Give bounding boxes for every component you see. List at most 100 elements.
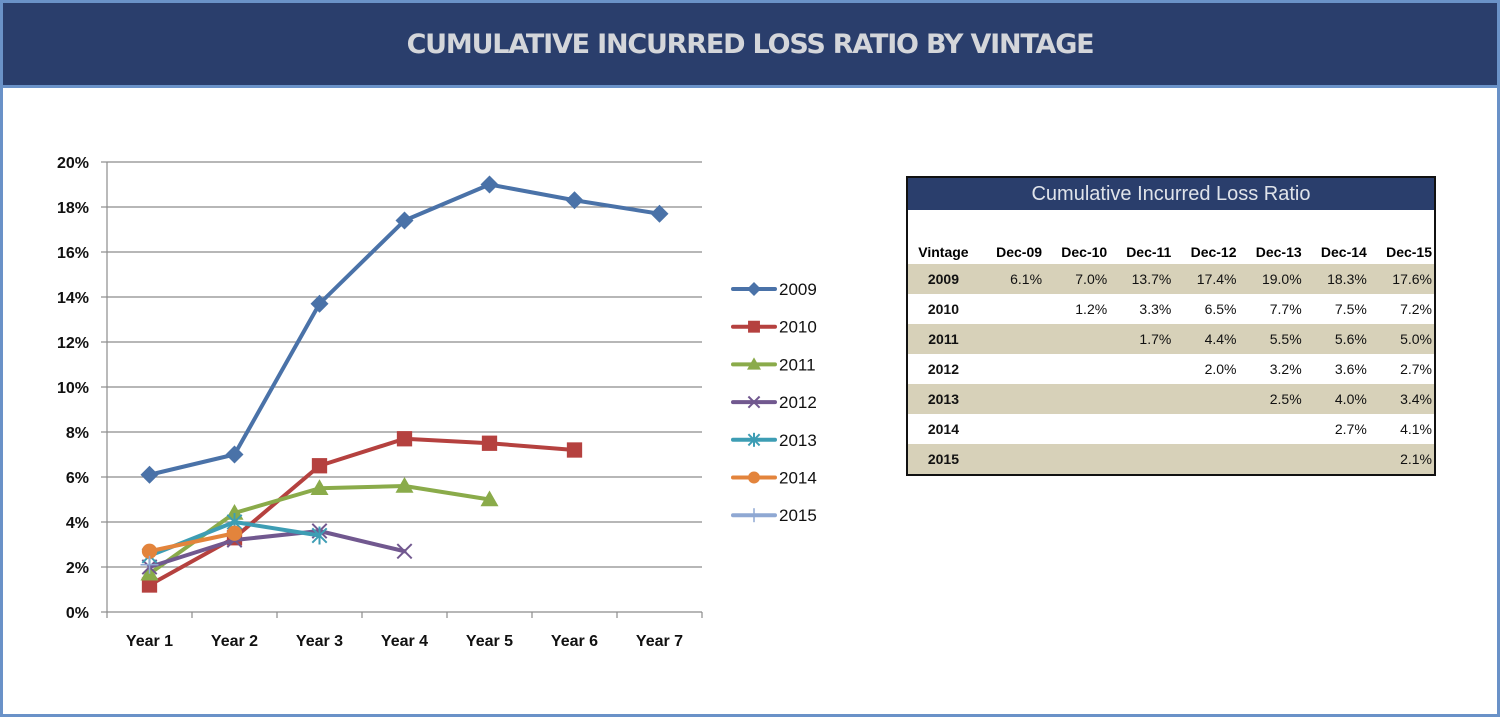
data-point-diamond bbox=[140, 465, 159, 484]
legend-marker-diamond-icon bbox=[747, 282, 761, 296]
value-cell: 2.7% bbox=[1400, 361, 1432, 377]
value-cell: 3.2% bbox=[1269, 361, 1302, 377]
x-tick-label: Year 1 bbox=[126, 633, 173, 650]
value-cell: 5.6% bbox=[1303, 324, 1369, 354]
x-tick-label: Year 5 bbox=[466, 633, 513, 650]
y-tick-label: 10% bbox=[57, 380, 89, 397]
loss-ratio-table: Vintage Dec-09 Dec-10 Dec-11 Dec-12 Dec-13 Dec… bbox=[908, 240, 1434, 474]
value-cell: 7.2% bbox=[1400, 301, 1432, 317]
value-cell: 6.5% bbox=[1204, 301, 1237, 317]
data-point-triangle bbox=[225, 504, 244, 520]
value-cell bbox=[1173, 384, 1239, 414]
loss-ratio-table-panel: Cumulative Incurred Loss Ratio Vintage De… bbox=[906, 176, 1436, 476]
data-point-square bbox=[141, 577, 158, 593]
data-point-circle bbox=[141, 543, 158, 559]
table-header-row: Vintage Dec-09 Dec-10 Dec-11 Dec-12 Dec-13 Dec… bbox=[908, 240, 1434, 264]
value-cell bbox=[1044, 324, 1110, 354]
value-cell: 7.0% bbox=[1044, 264, 1110, 294]
data-point-circle bbox=[226, 525, 243, 541]
vintage-cell: 2011 bbox=[908, 324, 979, 354]
table-row: 2013 2.5% 4.0% 3.4% bbox=[908, 384, 1434, 414]
value-cell: 2.0% bbox=[1204, 361, 1237, 377]
legend-label: 2012 bbox=[779, 393, 817, 412]
data-point-diamond bbox=[225, 445, 244, 464]
data-point-x bbox=[396, 543, 413, 560]
value-cell: 3.4% bbox=[1368, 384, 1434, 414]
value-cell: 4.4% bbox=[1173, 324, 1239, 354]
table-row: 2011 1.7% 4.4% 5.5% 5.6% 5.0% bbox=[908, 324, 1434, 354]
title-banner: CUMULATIVE INCURRED LOSS RATIO BY VINTAG… bbox=[3, 3, 1497, 88]
vintage-cell: 2013 bbox=[908, 384, 979, 414]
data-point-triangle bbox=[395, 477, 414, 493]
column-header: Dec-11 bbox=[1126, 244, 1172, 260]
legend-label: 2014 bbox=[779, 469, 817, 488]
value-cell bbox=[979, 294, 1044, 324]
y-tick-label: 0% bbox=[66, 605, 89, 622]
x-tick-label: Year 4 bbox=[381, 633, 428, 650]
value-cell: 1.2% bbox=[1075, 301, 1108, 317]
y-tick-label: 2% bbox=[66, 560, 89, 577]
value-cell: 4.1% bbox=[1400, 421, 1432, 437]
series-line-2014 bbox=[147, 531, 237, 554]
column-header: Dec-15 bbox=[1386, 244, 1432, 260]
value-cell: 1.7% bbox=[1109, 324, 1174, 354]
value-cell: 5.0% bbox=[1368, 324, 1434, 354]
value-cell: 5.5% bbox=[1238, 324, 1304, 354]
x-tick-label: Year 2 bbox=[211, 633, 258, 650]
legend-marker-star-icon bbox=[747, 432, 761, 447]
value-cell bbox=[1109, 444, 1174, 474]
value-cell bbox=[1044, 384, 1110, 414]
page-title: CUMULATIVE INCURRED LOSS RATIO BY VINTAG… bbox=[406, 28, 1095, 60]
value-cell bbox=[1109, 354, 1173, 384]
legend-marker-square-icon bbox=[748, 320, 760, 333]
data-point-diamond bbox=[480, 175, 499, 194]
value-cell bbox=[1044, 444, 1110, 474]
data-point-diamond bbox=[395, 211, 414, 230]
table-row: 2010 1.2% 3.3% 6.5% 7.7% 7.5% 7.2% bbox=[908, 294, 1434, 324]
vintage-cell: 2014 bbox=[927, 421, 960, 437]
y-tick-label: 16% bbox=[57, 245, 89, 262]
y-tick-label: 20% bbox=[57, 155, 89, 172]
value-cell: 18.3% bbox=[1303, 264, 1369, 294]
x-tick-label: Year 3 bbox=[296, 633, 343, 650]
data-point-plus bbox=[140, 555, 159, 574]
legend-label: 2011 bbox=[779, 355, 816, 374]
value-cell bbox=[978, 324, 1045, 354]
column-header: Dec-14 bbox=[1320, 244, 1367, 260]
value-cell bbox=[1238, 444, 1304, 474]
column-header: Dec-12 bbox=[1190, 244, 1237, 260]
data-point-star bbox=[311, 526, 328, 545]
value-cell bbox=[979, 354, 1044, 384]
legend-marker-plus-icon bbox=[747, 508, 761, 523]
data-point-square bbox=[311, 458, 328, 474]
value-cell bbox=[1173, 414, 1238, 444]
vintage-cell: 2012 bbox=[927, 361, 960, 377]
value-cell: 7.7% bbox=[1269, 301, 1302, 317]
table-row: 2014 2.7% 4.1% bbox=[908, 414, 1434, 444]
value-cell: 3.3% bbox=[1139, 301, 1172, 317]
value-cell: 17.4% bbox=[1173, 264, 1239, 294]
y-tick-label: 4% bbox=[66, 515, 89, 532]
data-point-diamond bbox=[565, 191, 584, 210]
legend-marker-circle-icon bbox=[748, 471, 760, 484]
vintage-cell: 2010 bbox=[927, 301, 960, 317]
vintage-cell: 2009 bbox=[908, 264, 979, 294]
legend-marker-x-icon bbox=[747, 395, 761, 409]
y-tick-label: 6% bbox=[66, 470, 89, 487]
column-header: Dec-13 bbox=[1255, 244, 1302, 260]
value-cell bbox=[1109, 384, 1174, 414]
table-row: 2012 2.0% 3.2% 3.6% 2.7% bbox=[908, 354, 1434, 384]
x-tick-label: Year 6 bbox=[551, 633, 598, 650]
value-cell bbox=[1303, 444, 1369, 474]
legend-label: 2010 bbox=[779, 318, 817, 337]
column-header-vintage: Vintage bbox=[918, 244, 969, 260]
legend-label: 2015 bbox=[779, 506, 817, 525]
data-point-triangle bbox=[310, 479, 329, 495]
data-point-triangle bbox=[480, 490, 499, 507]
value-cell: 19.0% bbox=[1238, 264, 1304, 294]
value-cell bbox=[1109, 414, 1173, 444]
value-cell: 4.0% bbox=[1303, 384, 1369, 414]
value-cell bbox=[978, 384, 1045, 414]
legend-label: 2013 bbox=[779, 431, 817, 450]
